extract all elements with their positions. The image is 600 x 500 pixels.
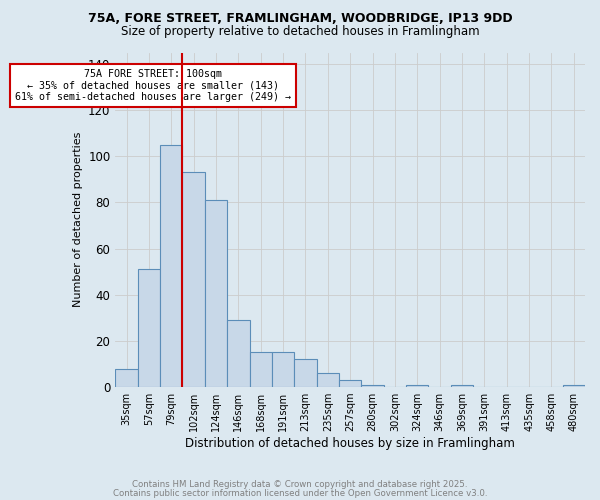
Bar bbox=[205, 200, 227, 387]
Bar bbox=[250, 352, 272, 387]
Bar bbox=[138, 270, 160, 387]
Bar bbox=[294, 360, 317, 387]
Text: Size of property relative to detached houses in Framlingham: Size of property relative to detached ho… bbox=[121, 25, 479, 38]
Bar bbox=[406, 385, 428, 387]
Text: Contains public sector information licensed under the Open Government Licence v3: Contains public sector information licen… bbox=[113, 488, 487, 498]
Bar bbox=[227, 320, 250, 387]
Text: 75A FORE STREET: 100sqm
← 35% of detached houses are smaller (143)
61% of semi-d: 75A FORE STREET: 100sqm ← 35% of detache… bbox=[16, 68, 292, 102]
Y-axis label: Number of detached properties: Number of detached properties bbox=[73, 132, 83, 308]
X-axis label: Distribution of detached houses by size in Framlingham: Distribution of detached houses by size … bbox=[185, 437, 515, 450]
Bar bbox=[182, 172, 205, 387]
Bar bbox=[339, 380, 361, 387]
Text: 75A, FORE STREET, FRAMLINGHAM, WOODBRIDGE, IP13 9DD: 75A, FORE STREET, FRAMLINGHAM, WOODBRIDG… bbox=[88, 12, 512, 26]
Bar bbox=[563, 385, 585, 387]
Bar bbox=[160, 145, 182, 387]
Bar bbox=[272, 352, 294, 387]
Bar bbox=[361, 385, 384, 387]
Text: Contains HM Land Registry data © Crown copyright and database right 2025.: Contains HM Land Registry data © Crown c… bbox=[132, 480, 468, 489]
Bar bbox=[115, 368, 138, 387]
Bar bbox=[451, 385, 473, 387]
Bar bbox=[317, 373, 339, 387]
